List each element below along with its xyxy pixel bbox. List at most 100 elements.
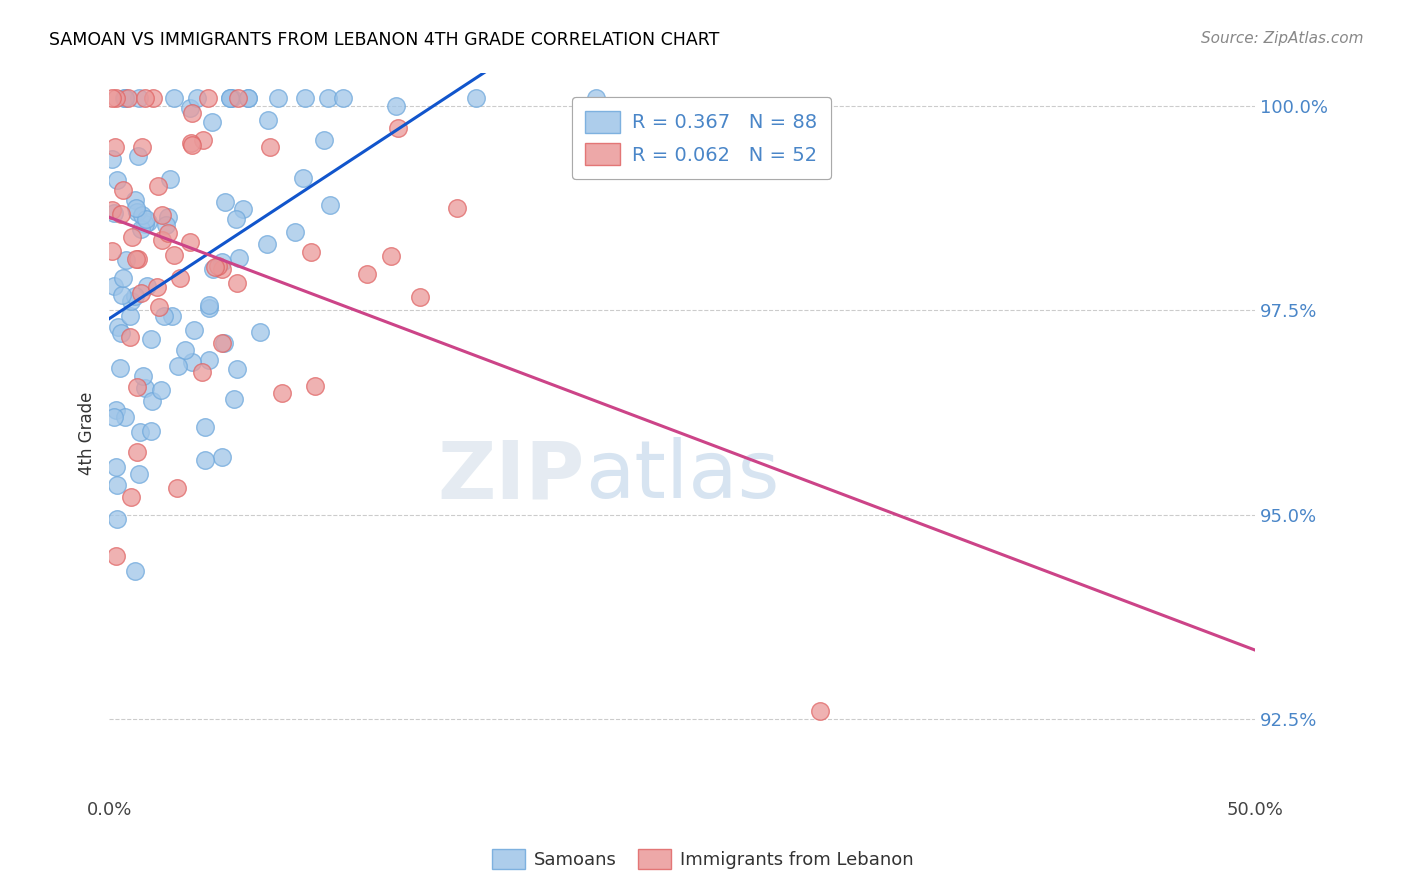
Point [124, 289, 146, 303]
Point [169, 270, 191, 285]
Point [167, 359, 190, 373]
Point [173, 343, 195, 358]
Point [131, 208, 153, 222]
Point [181, 137, 204, 152]
Point [128, 425, 150, 439]
Point [257, 113, 280, 128]
Point [197, 90, 219, 104]
Point [163, 248, 186, 262]
Point [180, 106, 202, 120]
Point [207, 260, 229, 274]
Point [152, 309, 174, 323]
Point [124, 564, 146, 578]
Point [319, 198, 342, 212]
Point [150, 383, 173, 397]
Point [134, 217, 156, 231]
Y-axis label: 4th Grade: 4th Grade [79, 392, 96, 475]
Point [186, 90, 208, 104]
Point [128, 467, 150, 481]
Point [127, 149, 149, 163]
Point [332, 90, 354, 104]
Point [111, 288, 134, 302]
Point [162, 310, 184, 324]
Point [115, 252, 138, 267]
Point [284, 225, 307, 239]
Point [127, 445, 149, 459]
Point [114, 90, 136, 104]
Point [585, 90, 607, 104]
Point [259, 140, 281, 154]
Point [191, 365, 214, 379]
Point [120, 490, 142, 504]
Point [159, 172, 181, 186]
Point [107, 319, 129, 334]
Point [134, 381, 156, 395]
Point [135, 211, 157, 226]
Point [105, 403, 128, 417]
Point [117, 90, 139, 104]
Text: SAMOAN VS IMMIGRANTS FROM LEBANON 4TH GRADE CORRELATION CHART: SAMOAN VS IMMIGRANTS FROM LEBANON 4TH GR… [49, 31, 720, 49]
Point [125, 204, 148, 219]
Point [226, 90, 249, 104]
Point [183, 323, 205, 337]
Point [181, 355, 204, 369]
Point [139, 333, 162, 347]
Point [201, 115, 224, 129]
Text: ZIP: ZIP [437, 437, 585, 515]
Point [304, 378, 326, 392]
Point [110, 207, 132, 221]
Point [179, 235, 201, 249]
Point [356, 268, 378, 282]
Point [148, 300, 170, 314]
Point [129, 221, 152, 235]
Point [211, 336, 233, 351]
Point [105, 477, 128, 491]
Point [271, 385, 294, 400]
Point [139, 424, 162, 438]
Point [121, 230, 143, 244]
Point [211, 450, 233, 464]
Point [103, 206, 125, 220]
Point [104, 139, 127, 153]
Point [194, 453, 217, 467]
Point [131, 140, 153, 154]
Text: Source: ZipAtlas.com: Source: ZipAtlas.com [1201, 31, 1364, 46]
Point [226, 276, 249, 290]
Point [163, 90, 186, 104]
Point [150, 233, 173, 247]
Point [105, 512, 128, 526]
Point [197, 297, 219, 311]
Point [128, 90, 150, 104]
Point [110, 326, 132, 340]
Point [131, 369, 153, 384]
Point [312, 133, 335, 147]
Point [225, 212, 247, 227]
Point [155, 218, 177, 232]
Point [464, 90, 486, 104]
Point [211, 262, 233, 277]
Point [211, 255, 233, 269]
Point [256, 237, 278, 252]
Point [222, 392, 245, 406]
Point [125, 252, 148, 267]
Point [146, 179, 169, 194]
Point [249, 325, 271, 339]
Text: atlas: atlas [585, 437, 779, 515]
Point [118, 330, 141, 344]
Point [104, 460, 127, 475]
Point [103, 279, 125, 293]
Point [105, 549, 128, 563]
Point [100, 244, 122, 259]
Point [127, 252, 149, 266]
Point [380, 249, 402, 263]
Point [408, 290, 430, 304]
Point [179, 101, 201, 115]
Point [136, 278, 159, 293]
Point [124, 193, 146, 207]
Point [103, 409, 125, 424]
Point [180, 136, 202, 150]
Point [316, 90, 339, 104]
Point [226, 362, 249, 376]
Point [193, 133, 215, 147]
Point [118, 310, 141, 324]
